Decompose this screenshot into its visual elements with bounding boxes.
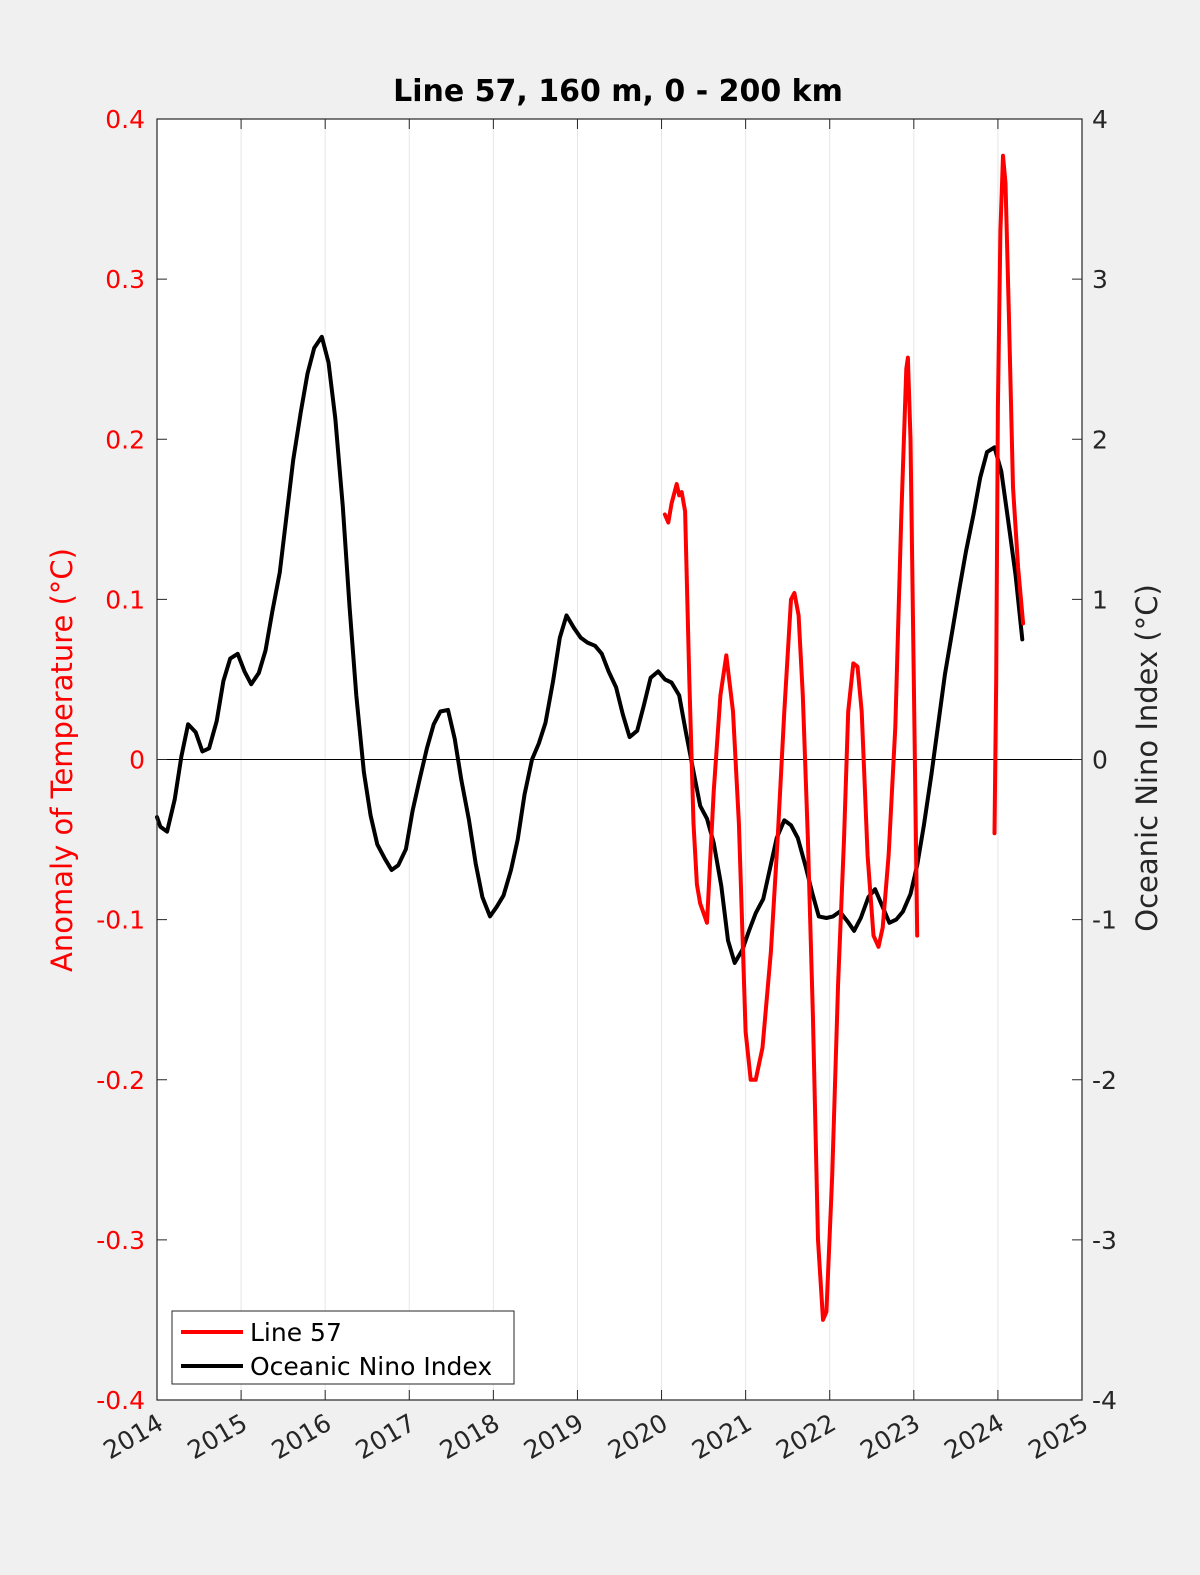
legend: Line 57 Oceanic Nino Index — [171, 1310, 515, 1385]
series-layer — [155, 153, 1026, 1322]
y-tick-label-left: -0.3 — [96, 1226, 145, 1255]
y-tick-label-left: -0.2 — [96, 1066, 145, 1095]
y-tick-label-left: 0.1 — [105, 585, 145, 614]
y-tick-label-right: -2 — [1092, 1066, 1117, 1095]
series-line-line-57 — [662, 355, 920, 1322]
y-tick-label-left: 0 — [129, 746, 145, 775]
series-line-line-57 — [992, 153, 1026, 836]
series-line-oceanic-nino-index — [155, 334, 1025, 965]
y-tick-label-left: 0.2 — [105, 425, 145, 454]
legend-label-line57: Line 57 — [250, 1318, 342, 1347]
y-tick-label-right: -4 — [1092, 1386, 1117, 1415]
y-tick-label-right: 2 — [1092, 425, 1108, 454]
legend-label-oni: Oceanic Nino Index — [250, 1352, 492, 1381]
chart-title: Line 57, 160 m, 0 - 200 km — [393, 74, 843, 109]
y-tick-label-right: -3 — [1092, 1226, 1117, 1255]
y-tick-label-right: 0 — [1092, 746, 1108, 775]
y-tick-label-left: -0.1 — [96, 906, 145, 935]
y-tick-label-right: 1 — [1092, 585, 1108, 614]
y-axis-label-left: Anomaly of Temperature (°C) — [45, 548, 79, 972]
y-tick-label-right: 4 — [1092, 105, 1108, 134]
y-tick-label-right: -1 — [1092, 906, 1117, 935]
y-tick-label-left: -0.4 — [96, 1386, 145, 1415]
y-tick-label-right: 3 — [1092, 265, 1108, 294]
y-axis-label-right: Oceanic Nino Index (°C) — [1130, 584, 1164, 932]
legend-box — [171, 1310, 515, 1385]
y-tick-label-left: 0.3 — [105, 265, 145, 294]
y-tick-label-left: 0.4 — [105, 105, 145, 134]
